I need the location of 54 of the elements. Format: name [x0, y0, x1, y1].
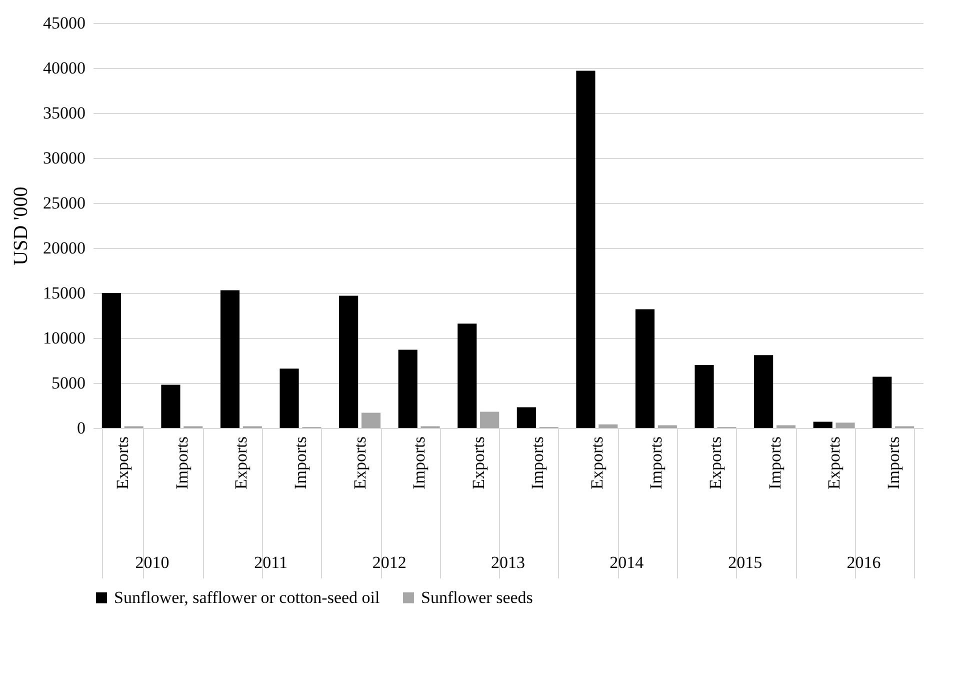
bar	[576, 70, 596, 428]
x-tick-label: Imports	[291, 436, 310, 490]
bar	[161, 384, 180, 428]
y-tick-label: 35000	[43, 104, 86, 122]
legend-label: Sunflower, safflower or cotton-seed oil	[114, 588, 380, 607]
bar	[776, 425, 796, 428]
bar	[658, 425, 677, 428]
legend-label: Sunflower seeds	[421, 588, 533, 607]
x-tick-label: Exports	[587, 436, 606, 490]
bar	[280, 368, 299, 428]
bar	[754, 355, 774, 428]
x-tick-label: Imports	[646, 436, 666, 490]
bar	[102, 293, 121, 428]
y-tick-label: 25000	[43, 194, 86, 212]
y-axis-title: USD '000	[10, 186, 32, 266]
bar	[635, 309, 655, 428]
x-tick-label: Exports	[468, 436, 488, 490]
bar	[458, 324, 477, 428]
text: 2011	[254, 553, 288, 572]
y-tick-label: 5000	[52, 374, 86, 392]
text: 2012	[372, 553, 406, 572]
y-tick-label: 10000	[43, 328, 86, 348]
x-tick-label: Imports	[528, 436, 548, 490]
y-tick-label: 45000	[43, 14, 86, 32]
bar	[361, 412, 381, 428]
y-tick-label: 15000	[43, 284, 86, 302]
bar	[220, 290, 240, 428]
bar	[813, 422, 832, 428]
x-tick-label: Imports	[172, 436, 192, 490]
x-tick-label: Exports	[706, 436, 725, 490]
text: 2014	[610, 553, 644, 572]
x-tick-label: Imports	[410, 436, 429, 490]
y-tick-label: 40000	[43, 58, 86, 78]
bar	[598, 424, 618, 428]
bar	[480, 412, 500, 428]
x-tick-label: Exports	[113, 436, 132, 490]
text: 2013	[491, 553, 525, 572]
bar	[398, 350, 418, 428]
bar	[339, 296, 358, 428]
x-tick-label: Exports	[232, 436, 251, 490]
bar	[836, 422, 855, 428]
x-tick-label: Imports	[765, 436, 784, 490]
bar	[694, 365, 714, 428]
text: 2015	[728, 553, 762, 572]
bar	[516, 407, 536, 428]
y-tick-label: 0	[77, 418, 86, 438]
x-tick-label: Exports	[350, 436, 370, 490]
bar	[872, 376, 892, 428]
text: 2010	[135, 553, 170, 572]
x-tick-label: Imports	[884, 436, 903, 490]
y-tick-label: 20000	[43, 238, 86, 258]
y-tick-label: 30000	[43, 148, 86, 168]
x-tick-label: Exports	[824, 436, 844, 490]
text: 2016	[846, 553, 881, 572]
